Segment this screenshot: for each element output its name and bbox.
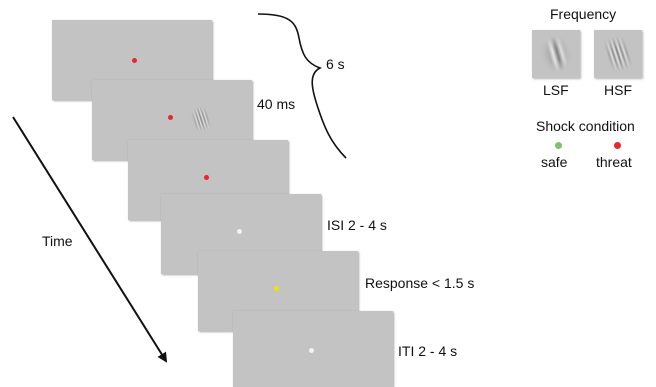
screen-iti — [233, 311, 393, 387]
fixation-dot — [132, 58, 137, 63]
label-response: Response < 1.5 s — [365, 275, 475, 291]
hsf-patch — [594, 30, 642, 78]
frequency-title: Frequency — [550, 6, 617, 22]
label-6s: 6 s — [326, 56, 345, 72]
fixation-dot — [237, 229, 242, 234]
threat-label: threat — [596, 154, 632, 170]
gabor-stimulus — [188, 106, 214, 132]
time-label: Time — [42, 233, 73, 249]
time-arrow — [12, 116, 168, 363]
lsf-grating — [540, 36, 572, 72]
fixation-dot — [309, 348, 314, 353]
lsf-label: LSF — [543, 82, 569, 98]
shock-title: Shock condition — [536, 118, 635, 134]
safe-label: safe — [541, 154, 568, 170]
label-iti: ITI 2 - 4 s — [398, 343, 458, 359]
fixation-dot — [204, 175, 209, 180]
hsf-grating — [600, 36, 636, 72]
threat-dot — [614, 142, 621, 149]
fixation-dot — [274, 286, 279, 291]
brace-6s — [257, 13, 347, 159]
lsf-patch — [532, 30, 580, 78]
label-isi: ISI 2 - 4 s — [327, 217, 387, 233]
fixation-dot — [168, 115, 173, 120]
label-40ms: 40 ms — [257, 96, 296, 112]
safe-dot — [555, 142, 562, 149]
hsf-label: HSF — [604, 82, 632, 98]
